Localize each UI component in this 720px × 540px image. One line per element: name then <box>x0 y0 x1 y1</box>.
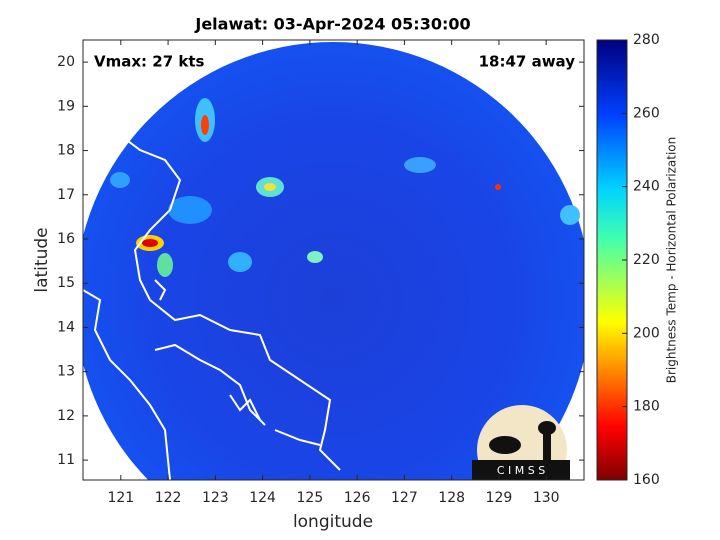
colorbar-tick-label: 220 <box>633 252 660 268</box>
title: Jelawat: 03-Apr-2024 05:30:00 <box>194 15 470 34</box>
logo-text: C I M S S <box>497 464 545 477</box>
y-tick-label: 17 <box>57 187 75 203</box>
x-tick-label: 125 <box>297 490 324 506</box>
plot-frame <box>82 39 585 481</box>
cimss-logo: C I M S S <box>472 405 570 480</box>
time-note: 18:47 away <box>479 53 576 71</box>
colorbar-tick-label: 160 <box>633 472 660 488</box>
x-tick-label: 129 <box>486 490 513 506</box>
x-tick-label: 126 <box>344 490 371 506</box>
colorbar-tick-label: 280 <box>633 32 660 48</box>
vmax-note: Vmax: 27 kts <box>94 53 204 71</box>
x-axis-label: longitude <box>293 512 373 532</box>
map-area: C I M S S <box>83 40 584 480</box>
y-tick-label: 16 <box>57 231 75 247</box>
convection <box>110 98 580 277</box>
y-tick-label: 11 <box>57 452 75 468</box>
y-tick-label: 20 <box>57 54 75 70</box>
y-tick-label: 12 <box>57 408 75 424</box>
y-tick-label: 15 <box>57 275 75 291</box>
x-tick-label: 122 <box>155 490 182 506</box>
colorbar-tick-label: 260 <box>633 105 660 121</box>
colorbar-tick-label: 200 <box>633 325 660 341</box>
x-tick-label: 123 <box>202 490 229 506</box>
x-tick-label: 128 <box>438 490 465 506</box>
x-tick-label: 121 <box>107 490 134 506</box>
colorbar-tick-label: 180 <box>633 399 660 415</box>
y-tick-label: 18 <box>57 143 75 159</box>
y-axis-label: latitude <box>32 227 52 292</box>
x-tick-label: 124 <box>249 490 276 506</box>
x-tick-label: 130 <box>533 490 560 506</box>
x-tick-label: 127 <box>391 490 418 506</box>
y-tick-label: 13 <box>57 364 75 380</box>
colorbar-label: Brightness Temp - Horizontal Polarizatio… <box>665 137 679 384</box>
swath <box>83 42 584 480</box>
y-tick-label: 14 <box>57 319 75 335</box>
colorbar-tick-label: 240 <box>633 179 660 195</box>
coastlines <box>83 89 341 480</box>
y-tick-label: 19 <box>57 98 75 114</box>
